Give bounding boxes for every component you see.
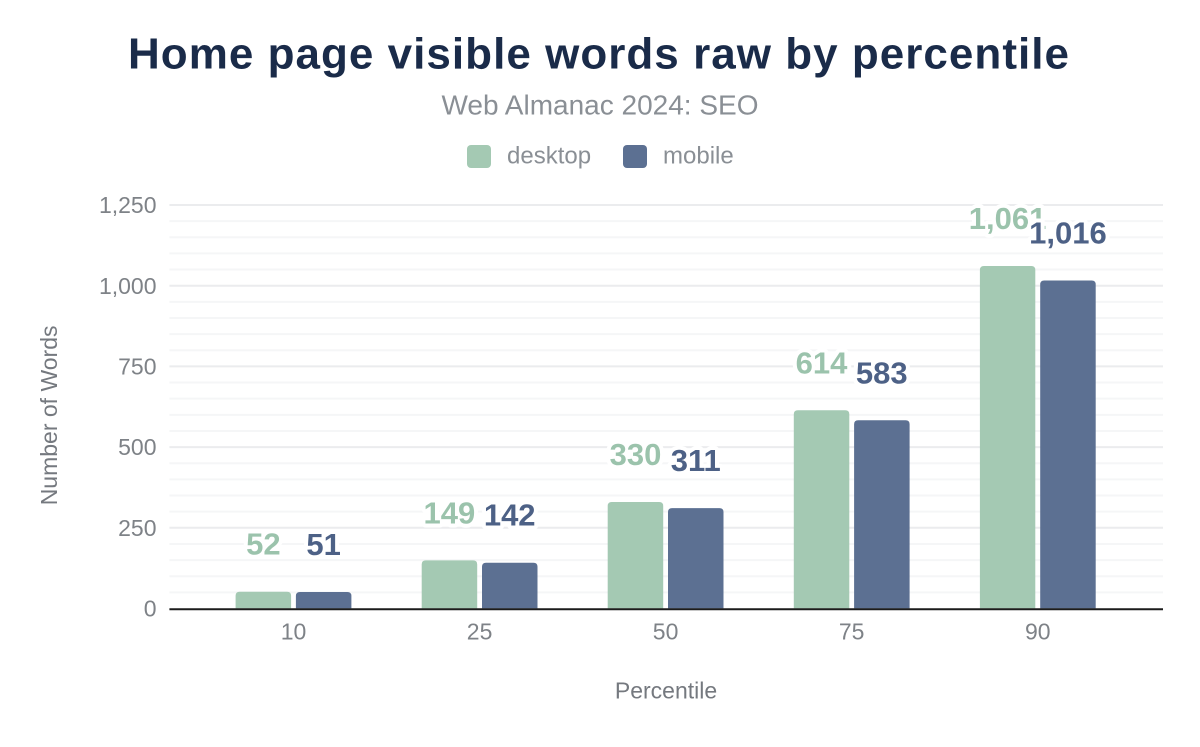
svg-text:51: 51 (306, 527, 340, 562)
svg-text:330: 330 (610, 437, 662, 472)
svg-text:Number of Words: Number of Words (36, 325, 62, 505)
svg-text:52: 52 (246, 527, 280, 562)
svg-text:142: 142 (484, 498, 536, 533)
svg-text:25: 25 (467, 618, 493, 644)
svg-text:0: 0 (144, 596, 157, 622)
svg-text:50: 50 (653, 618, 679, 644)
svg-text:10: 10 (281, 618, 307, 644)
svg-text:1,250: 1,250 (99, 192, 157, 218)
svg-text:Percentile: Percentile (615, 678, 717, 704)
svg-text:1,016: 1,016 (1029, 216, 1107, 251)
svg-text:149: 149 (424, 495, 476, 530)
svg-text:500: 500 (118, 434, 156, 460)
svg-text:Web Almanac 2024: SEO: Web Almanac 2024: SEO (442, 90, 759, 121)
svg-text:desktop: desktop (507, 143, 591, 170)
svg-text:1,061: 1,061 (969, 201, 1047, 236)
svg-text:75: 75 (839, 618, 865, 644)
svg-text:250: 250 (118, 515, 156, 541)
svg-text:mobile: mobile (663, 143, 734, 170)
svg-text:750: 750 (118, 354, 156, 380)
svg-text:614: 614 (796, 345, 848, 380)
svg-text:1,000: 1,000 (99, 273, 157, 299)
svg-text:Home page visible words raw by: Home page visible words raw by percentil… (128, 30, 1069, 79)
svg-text:583: 583 (856, 355, 908, 390)
svg-text:311: 311 (671, 443, 721, 478)
svg-text:90: 90 (1025, 618, 1051, 644)
